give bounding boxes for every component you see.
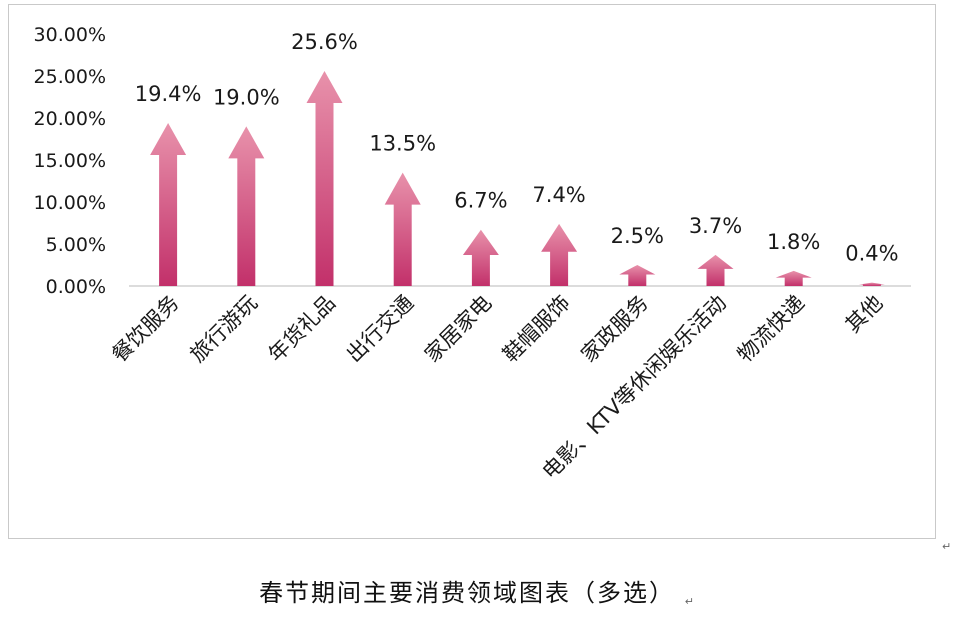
bar-arrow [858, 282, 885, 286]
bar-arrow [228, 126, 265, 287]
bar-chart: 0.00% 5.00% 10.00% 15.00% 20.00% 25.00% 30.00%… [34, 24, 911, 484]
bar-arrow [541, 223, 578, 286]
y-tick-label: 10.00% [34, 192, 106, 214]
bar-arrow [306, 70, 343, 287]
bar-arrow [462, 229, 499, 286]
x-tick-label: 出行交通 [342, 291, 418, 367]
x-tick-label: 旅行游玩 [185, 291, 261, 367]
y-tick-label: 0.00% [46, 276, 106, 298]
bar-arrow [150, 123, 187, 286]
data-label: 25.6% [291, 30, 358, 54]
caption-text: 春节期间主要消费领域图表（多选） [259, 579, 676, 607]
value-labels-group: 19.4% 19.0% 25.6% 13.5% 6.7% 7.4% 2.5% 3.7% 1.8%… [135, 30, 899, 266]
x-tick-label: 家政服务 [576, 291, 652, 367]
bar-arrow [619, 265, 656, 286]
x-tick-label: 鞋帽服饰 [498, 291, 574, 367]
y-tick-label: 5.00% [46, 234, 106, 256]
y-tick-label: 15.00% [34, 150, 106, 172]
figure-caption: 春节期间主要消费领域图表（多选） ↵ [0, 573, 955, 608]
data-label: 3.7% [689, 214, 742, 238]
data-label: 13.5% [369, 132, 436, 156]
data-label: 6.7% [454, 189, 507, 213]
y-axis: 0.00% 5.00% 10.00% 15.00% 20.00% 25.00% 30.00% [34, 24, 106, 298]
data-label: 19.0% [213, 85, 280, 109]
data-label: 0.4% [845, 242, 898, 266]
x-tick-label: 年货礼品 [264, 291, 340, 367]
y-tick-label: 20.00% [34, 108, 106, 130]
x-tick-label: 餐饮服务 [107, 291, 183, 367]
data-label: 7.4% [532, 183, 585, 207]
x-axis: 餐饮服务 旅行游玩 年货礼品 出行交通 家居家电 鞋帽服饰 家政服务电影、KTV等休闲娱乐活… [107, 291, 887, 484]
paragraph-mark: ↵ [942, 540, 952, 553]
data-label: 19.4% [135, 82, 202, 106]
bar-arrow [775, 270, 812, 286]
bar-arrow [384, 172, 421, 286]
x-tick-label: 其他 [841, 291, 888, 338]
y-tick-label: 25.00% [34, 66, 106, 88]
bar-arrow [697, 254, 734, 286]
x-tick-label: 家居家电 [420, 291, 496, 367]
caption-paragraph-mark: ↵ [684, 595, 696, 608]
y-tick-label: 30.00% [34, 24, 106, 46]
x-tick-label: 物流快递 [733, 291, 809, 367]
data-label: 1.8% [767, 230, 820, 254]
bars-group [150, 70, 885, 287]
chart-frame: 0.00% 5.00% 10.00% 15.00% 20.00% 25.00% 30.00%… [8, 4, 936, 539]
data-label: 2.5% [611, 224, 664, 248]
